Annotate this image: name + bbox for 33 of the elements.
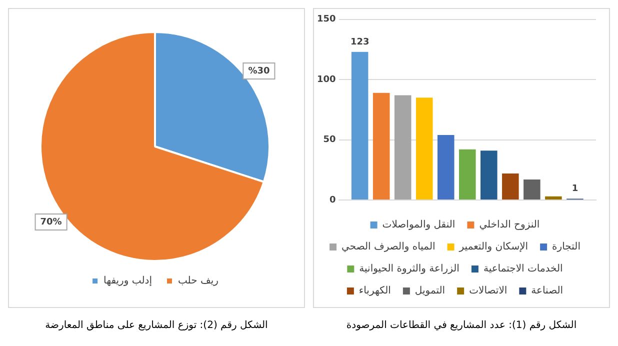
legend-label: الزراعة والثروة الحيوانية (359, 264, 460, 275)
data-label: 70% (40, 217, 62, 228)
legend-label: الخدمات الاجتماعية (483, 264, 563, 275)
legend-label: النزوح الداخلي (479, 220, 540, 231)
bar (524, 180, 540, 200)
legend-label: إدلب وريفها (104, 276, 152, 287)
bar (480, 150, 498, 200)
legend-label: النقل والمواصلات (382, 220, 456, 231)
bar (351, 52, 368, 200)
bar (394, 95, 412, 200)
y-tick-label: 100 (316, 74, 336, 85)
legend-label: الصناعة (531, 286, 564, 297)
bar (416, 98, 433, 200)
bar (437, 134, 454, 200)
text: الشكل رقم (1): عدد المشاريع في القطاعات المرصودة (345, 320, 578, 331)
legend-label: التجارة (552, 242, 580, 253)
legend-label: المياه والصرف الصحي (342, 242, 436, 253)
legend-label: التمويل (414, 286, 446, 297)
y-tick-label: 50 (323, 135, 336, 146)
data-label: 123 (350, 37, 370, 48)
bar (545, 196, 562, 200)
data-label: 1 (572, 184, 578, 194)
text: الشكل رقم (2): توزع المشاريع على مناطق المعارضة (44, 320, 269, 331)
bar (459, 149, 476, 200)
y-tick-label: 150 (316, 14, 336, 25)
data-label: %30 (248, 66, 270, 76)
legend-label: ريف حلب (178, 276, 219, 287)
legend-label: الكهرباء (358, 286, 391, 297)
legend-label: الإسكان والتعمير (458, 242, 528, 253)
bar (502, 174, 519, 200)
legend-label: الاتصالات (469, 286, 508, 297)
y-tick-label: 0 (330, 195, 336, 206)
bar (372, 92, 390, 200)
